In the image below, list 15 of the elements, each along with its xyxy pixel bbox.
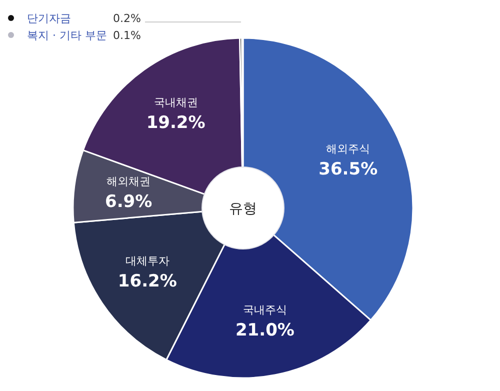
- legend-label: 복지 · 기타 부문: [27, 29, 107, 42]
- slice-label: 해외주식: [326, 142, 370, 156]
- data-label: 16.2%: [118, 272, 177, 292]
- data-label: 0.2%: [113, 12, 141, 25]
- data-label: 6.9%: [105, 192, 152, 212]
- data-label: 0.1%: [113, 29, 141, 42]
- legend-label: 단기자금: [27, 12, 71, 25]
- data-label: 19.2%: [146, 113, 206, 134]
- slice-label: 국내채권: [154, 96, 198, 110]
- slice-label: 대체투자: [125, 254, 170, 268]
- text: 유형: [229, 201, 257, 217]
- slice-label: 국내주식: [242, 303, 287, 316]
- data-label: 36.5%: [318, 159, 378, 180]
- slice-label: 해외채권: [106, 175, 151, 188]
- data-label: 21.0%: [235, 320, 294, 340]
